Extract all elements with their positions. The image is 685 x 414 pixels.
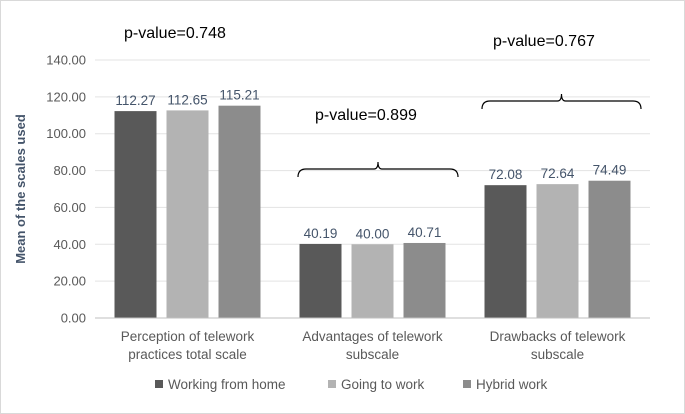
bar <box>114 111 157 318</box>
x-category-label: Drawbacks of telework subscale <box>490 329 626 362</box>
data-label: 40.19 <box>304 226 338 241</box>
data-label: 72.64 <box>541 166 575 181</box>
bracket-advantages <box>297 161 459 178</box>
y-tick-label: 20.00 <box>53 274 86 289</box>
y-tick-label: 100.00 <box>46 126 86 141</box>
x-category-label-line: practices total scale <box>128 347 247 362</box>
data-label: 74.49 <box>593 163 627 178</box>
x-category-label-line: subscale <box>346 347 399 362</box>
bar <box>536 184 579 318</box>
data-label: 112.27 <box>115 93 155 108</box>
legend-label: Working from home <box>168 377 286 392</box>
p-value-annotation: p-value=0.767 <box>493 33 595 50</box>
bar <box>403 242 446 318</box>
data-label: 40.00 <box>356 226 390 241</box>
data-label: 112.65 <box>167 92 207 107</box>
y-tick-label: 0.00 <box>61 311 86 326</box>
legend-label: Going to work <box>341 377 425 392</box>
y-axis-title: Mean of the scales used <box>13 114 28 264</box>
x-category-label: Perception of telework practices total sc… <box>121 329 255 362</box>
p-value-annotation: p-value=0.899 <box>315 107 417 124</box>
legend-swatch <box>328 380 336 388</box>
legend-swatch <box>463 380 471 388</box>
y-tick-label: 140.00 <box>46 53 86 68</box>
y-tick-label: 40.00 <box>53 237 86 252</box>
bar <box>166 110 209 318</box>
x-category-label-line: subscale <box>531 347 584 362</box>
x-category-label-line: Advantages of telework <box>302 329 443 344</box>
data-label: 40.71 <box>408 225 442 240</box>
legend-label: Hybrid work <box>476 377 548 392</box>
x-category-label-line: Drawbacks of telework <box>490 329 626 344</box>
x-category-label: Advantages of telework subscale <box>302 329 443 362</box>
bar <box>218 105 261 319</box>
bar <box>299 243 342 318</box>
bar <box>351 244 394 318</box>
bar <box>588 180 631 318</box>
bracket-drawbacks <box>481 93 642 110</box>
y-tick-label: 80.00 <box>53 163 86 178</box>
data-label: 72.08 <box>489 167 523 182</box>
p-value-annotation: p-value=0.748 <box>124 25 226 42</box>
data-label: 115.21 <box>219 88 259 103</box>
x-category-label-line: Perception of telework <box>121 329 255 344</box>
y-tick-label: 60.00 <box>53 200 86 215</box>
y-tick-label: 120.00 <box>46 89 86 104</box>
legend-swatch <box>155 380 163 388</box>
bar <box>484 185 527 318</box>
